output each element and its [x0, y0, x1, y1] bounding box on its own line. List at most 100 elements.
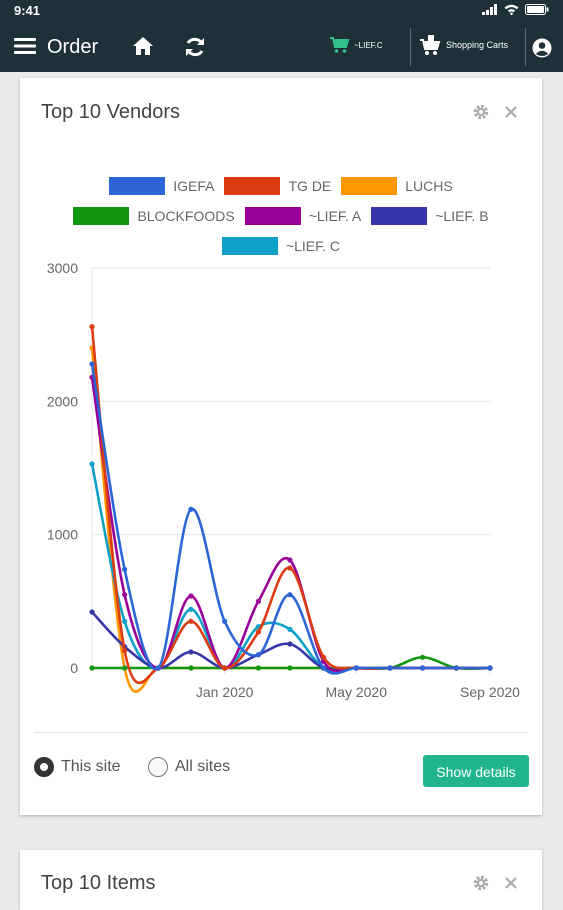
- data-point: [321, 665, 327, 671]
- radio-all-sites-label: All sites: [175, 758, 231, 775]
- legend-label: ~LIEF. A: [308, 208, 362, 224]
- radio-all-sites[interactable]: All sites: [148, 757, 230, 777]
- radio-this-site-circle[interactable]: [34, 757, 54, 777]
- series-line: [91, 611, 490, 672]
- card-divider: [34, 732, 528, 733]
- show-details-button[interactable]: Show details: [423, 755, 529, 787]
- legend-item[interactable]: ~LIEF. C: [221, 236, 341, 256]
- legend-item[interactable]: IGEFA: [109, 176, 214, 196]
- refresh-icon[interactable]: [184, 36, 206, 63]
- gear-icon[interactable]: [472, 874, 490, 897]
- legend-swatch: [244, 207, 301, 225]
- vendor-cart-button[interactable]: ~LIEF.C: [330, 36, 383, 54]
- close-icon[interactable]: [504, 105, 518, 124]
- data-point: [255, 665, 261, 671]
- nav-divider: [410, 28, 411, 66]
- series-line: [90, 347, 490, 693]
- data-point: [287, 665, 293, 671]
- data-point: [155, 665, 161, 671]
- data-point: [89, 609, 95, 615]
- user-icon[interactable]: [532, 38, 552, 63]
- vendors-card-controls: [472, 103, 518, 126]
- y-tick-label: 2000: [47, 393, 78, 409]
- data-point: [122, 648, 128, 654]
- status-icons: [482, 4, 549, 15]
- legend-swatch: [221, 237, 278, 255]
- data-point: [419, 665, 426, 671]
- gear-icon[interactable]: [472, 103, 490, 126]
- cart-icon: [330, 37, 350, 53]
- shopping-carts-label: Shopping Carts: [446, 40, 509, 50]
- data-point: [188, 665, 194, 671]
- vendors-card-title: Top 10 Vendors: [41, 101, 180, 123]
- data-point: [255, 629, 261, 635]
- legend-row: ~LIEF. C: [20, 236, 542, 256]
- data-point: [122, 592, 128, 598]
- data-point: [321, 654, 327, 660]
- legend-label: ~LIEF. C: [285, 238, 341, 254]
- chart-legend: IGEFA TG DE LUCHS BLOCKFOODS ~LIEF. A ~LIEF.…: [20, 176, 542, 266]
- legend-swatch: [371, 207, 428, 225]
- signal-icon: [482, 4, 497, 15]
- radio-this-site[interactable]: This site: [34, 757, 121, 777]
- data-point: [222, 618, 228, 624]
- data-point: [122, 665, 128, 671]
- data-point: [287, 641, 293, 647]
- data-point: [89, 665, 95, 671]
- items-card-controls: [472, 874, 518, 897]
- y-tick-label: 0: [70, 660, 78, 676]
- data-point: [188, 606, 194, 612]
- legend-swatch: [224, 177, 281, 195]
- data-point: [89, 361, 95, 367]
- data-point: [387, 665, 393, 671]
- radio-this-site-label: This site: [61, 758, 121, 775]
- status-bar: 9:41: [0, 0, 563, 22]
- cart-vendor-label: ~LIEF.C: [354, 40, 383, 50]
- shopping-carts-button[interactable]: Shopping Carts: [420, 34, 508, 56]
- items-card-title: Top 10 Items: [41, 872, 156, 894]
- data-point: [188, 618, 194, 624]
- data-point: [487, 665, 493, 671]
- legend-row: IGEFA TG DE LUCHS: [20, 176, 542, 196]
- y-tick-label: 3000: [47, 260, 78, 276]
- data-point: [287, 565, 293, 571]
- close-icon[interactable]: [504, 876, 518, 895]
- data-point: [453, 665, 459, 671]
- legend-swatch: [341, 177, 398, 195]
- data-point: [287, 626, 293, 632]
- status-time: 9:41: [14, 3, 41, 18]
- legend-row: BLOCKFOODS ~LIEF. A ~LIEF. B: [20, 206, 542, 226]
- home-icon[interactable]: [132, 36, 154, 61]
- legend-swatch: [73, 207, 130, 225]
- legend-label: TG DE: [288, 178, 332, 194]
- vendors-line-chart: 0 1000 2000 3000 Jan 2020 May 2020 Sep 2020: [47, 260, 520, 700]
- data-point: [188, 506, 194, 512]
- data-point: [122, 618, 128, 624]
- legend-item[interactable]: TG DE: [224, 176, 331, 196]
- data-point: [188, 593, 194, 599]
- battery-icon: [525, 4, 549, 15]
- wifi-icon: [504, 4, 519, 15]
- legend-label: BLOCKFOODS: [137, 208, 235, 224]
- data-point: [255, 598, 261, 604]
- legend-label: ~LIEF. B: [435, 208, 489, 224]
- top-nav-bar: Order ~LIEF.C Shopping Carts: [0, 22, 563, 72]
- legend-item[interactable]: LUCHS: [341, 176, 453, 196]
- legend-item[interactable]: ~LIEF. A: [244, 206, 362, 226]
- legend-item[interactable]: BLOCKFOODS: [73, 206, 235, 226]
- page-title: Order: [47, 36, 99, 58]
- x-tick-label: May 2020: [326, 684, 388, 700]
- data-point: [287, 592, 293, 598]
- data-point: [255, 652, 261, 658]
- menu-icon[interactable]: [14, 37, 36, 60]
- legend-label: LUCHS: [405, 178, 453, 194]
- x-tick-label: Jan 2020: [196, 684, 254, 700]
- data-point: [222, 665, 228, 671]
- data-point: [353, 665, 359, 671]
- nav-divider: [525, 28, 526, 66]
- legend-label: IGEFA: [173, 178, 215, 194]
- radio-all-sites-circle[interactable]: [148, 757, 168, 777]
- legend-item[interactable]: ~LIEF. B: [371, 206, 489, 226]
- data-point: [287, 557, 293, 563]
- items-card: Top 10 Items: [20, 850, 542, 910]
